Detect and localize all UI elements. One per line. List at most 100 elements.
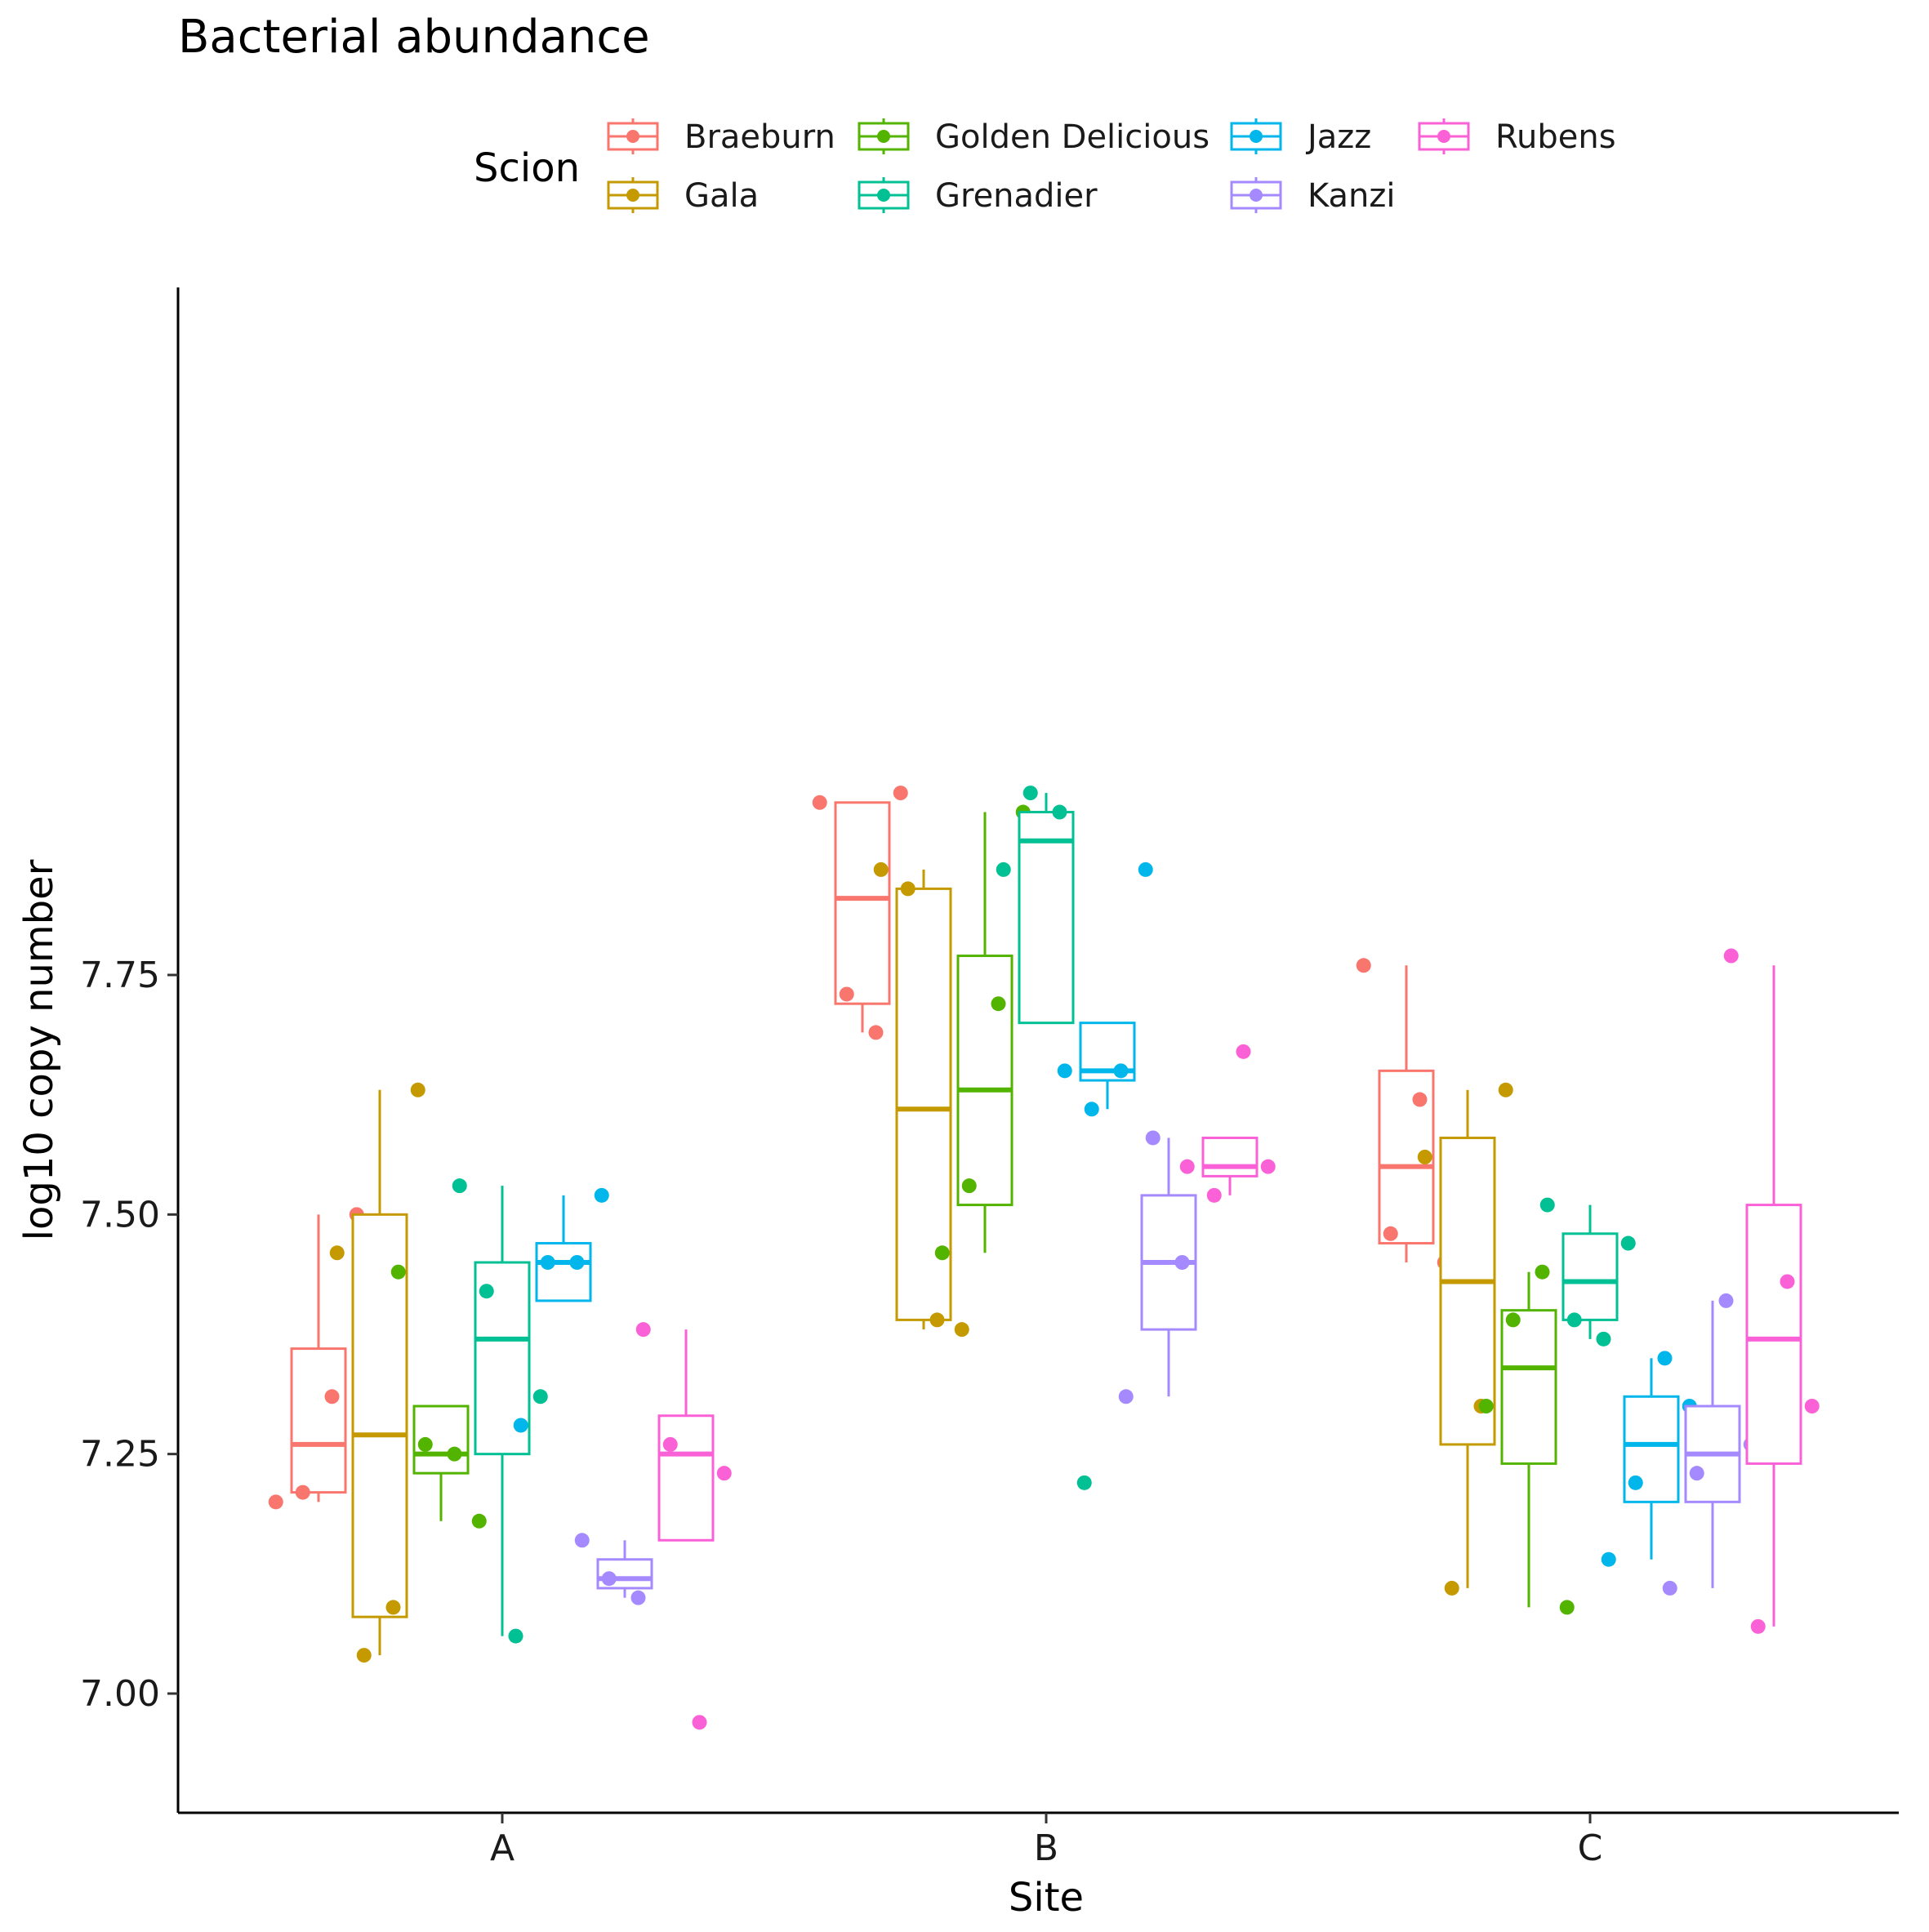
- x-tick-label: B: [1034, 1827, 1058, 1869]
- data-point: [1138, 861, 1153, 877]
- data-point: [873, 861, 889, 877]
- data-point: [594, 1187, 609, 1203]
- data-point: [479, 1284, 494, 1299]
- data-point: [329, 1245, 345, 1261]
- data-point: [812, 795, 827, 810]
- x-axis-label: Site: [1009, 1875, 1084, 1921]
- data-point: [471, 1513, 487, 1529]
- data-point: [1723, 948, 1739, 964]
- data-point: [1174, 1255, 1190, 1270]
- data-point: [1559, 1600, 1575, 1615]
- data-point: [1662, 1580, 1677, 1596]
- data-point: [1601, 1551, 1616, 1567]
- data-point: [1505, 1312, 1521, 1328]
- data-point: [1628, 1475, 1643, 1490]
- data-point: [996, 861, 1011, 877]
- data-point: [1689, 1466, 1704, 1481]
- data-point: [1566, 1312, 1582, 1328]
- data-point: [324, 1389, 340, 1404]
- legend-title: Scion: [474, 145, 580, 191]
- data-point: [540, 1255, 555, 1270]
- legend-key-point: [1437, 130, 1450, 143]
- box: [1561, 1232, 1619, 1321]
- legend-item-golden-delicious: Golden Delicious: [858, 118, 1210, 156]
- series-golden-delicious: [390, 804, 1575, 1615]
- legend-label: Braeburn: [684, 118, 835, 156]
- legend-item-jazz: Jazz: [1230, 118, 1371, 156]
- data-point: [1236, 1044, 1251, 1059]
- data-point: [1113, 1063, 1129, 1079]
- legend-key-point: [877, 189, 890, 202]
- legend-label: Jazz: [1305, 118, 1371, 156]
- data-point: [893, 786, 908, 801]
- data-point: [601, 1571, 617, 1587]
- data-point: [961, 1178, 977, 1194]
- data-point: [1076, 1475, 1092, 1490]
- box: [1500, 1309, 1557, 1465]
- data-point: [1022, 786, 1038, 801]
- data-point: [630, 1590, 646, 1605]
- legend-item-kanzi: Kanzi: [1230, 177, 1396, 215]
- data-point: [1206, 1187, 1222, 1203]
- data-point: [1750, 1618, 1766, 1634]
- x-axis-ticks: A B C: [490, 1813, 1602, 1869]
- data-point: [1780, 1274, 1795, 1289]
- box: [290, 1347, 347, 1494]
- legend-label: Rubens: [1495, 118, 1616, 156]
- data-point: [1179, 1159, 1195, 1174]
- data-point: [513, 1418, 528, 1433]
- box: [956, 955, 1014, 1207]
- data-point: [635, 1322, 651, 1338]
- data-point: [1118, 1389, 1134, 1404]
- data-point: [716, 1466, 732, 1481]
- data-point: [1718, 1293, 1734, 1308]
- y-axis-ticks: 7.00 7.25 7.50 7.75: [80, 955, 178, 1715]
- legend-key-point: [1250, 189, 1263, 202]
- data-point: [1539, 1197, 1555, 1213]
- data-point: [1596, 1331, 1611, 1347]
- box: [351, 1213, 408, 1618]
- legend-label: Grenadier: [935, 177, 1098, 215]
- data-point: [356, 1648, 372, 1663]
- y-tick-label: 7.75: [80, 955, 160, 996]
- legend-key-point: [877, 130, 890, 143]
- y-tick-label: 7.00: [80, 1673, 160, 1715]
- data-point: [1057, 1063, 1072, 1079]
- legend-item-braeburn: Braeburn: [607, 118, 835, 156]
- data-point: [1478, 1399, 1494, 1413]
- data-point: [1444, 1580, 1459, 1596]
- y-axis-label: log10 copy number: [16, 859, 62, 1240]
- data-point: [868, 1025, 884, 1040]
- box: [1745, 1204, 1802, 1465]
- chart-title: Bacterial abundance: [178, 11, 650, 64]
- data-point: [1412, 1092, 1428, 1107]
- data-point: [569, 1255, 585, 1270]
- legend-item-rubens: Rubens: [1418, 118, 1616, 156]
- box: [1201, 1136, 1259, 1177]
- legend-key-point: [1250, 130, 1263, 143]
- y-tick-label: 7.50: [80, 1194, 160, 1235]
- data-point: [532, 1389, 548, 1404]
- data-point: [954, 1322, 969, 1338]
- box: [657, 1414, 715, 1542]
- data-point: [934, 1245, 950, 1261]
- legend-key-point: [626, 189, 639, 202]
- legend-key-point: [626, 130, 639, 143]
- data-point: [839, 986, 854, 1002]
- legend-label: Gala: [684, 177, 759, 215]
- data-point: [508, 1628, 523, 1644]
- legend-label: Golden Delicious: [935, 118, 1210, 156]
- data-point: [1498, 1082, 1513, 1097]
- data-point: [385, 1600, 401, 1615]
- series-braeburn: [268, 786, 1452, 1510]
- x-tick-label: A: [490, 1827, 515, 1869]
- series-jazz: [513, 861, 1697, 1567]
- plot-area: [268, 786, 1820, 1730]
- data-point: [1804, 1399, 1820, 1413]
- data-point: [692, 1715, 707, 1730]
- data-point: [1417, 1149, 1432, 1164]
- data-point: [662, 1436, 678, 1452]
- box: [834, 801, 891, 1005]
- data-point: [268, 1494, 283, 1510]
- series-kanzi: [574, 1130, 1758, 1605]
